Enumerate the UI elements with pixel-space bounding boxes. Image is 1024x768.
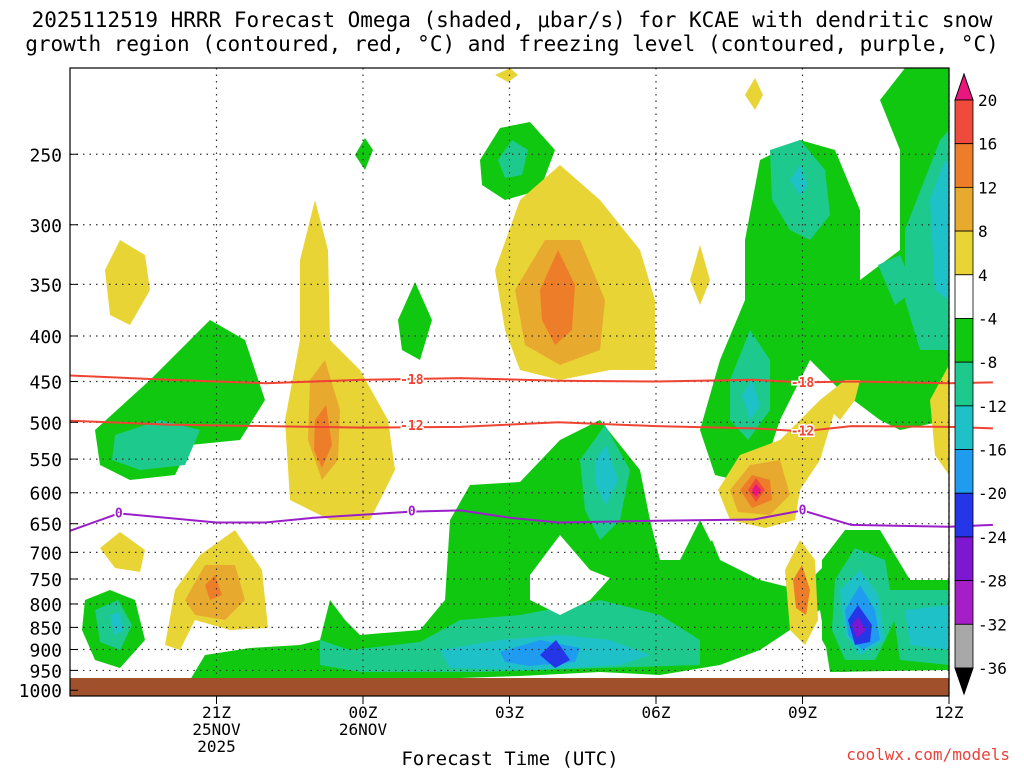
colorbar-label-7: -12: [978, 397, 1007, 416]
y-tick-label-450: 450: [29, 373, 62, 394]
colorbar-label-13: -36: [978, 659, 1007, 678]
colorbar-bin-9: [954, 449, 974, 494]
colorbar-bin-14: [954, 667, 974, 696]
colorbar-label-0: 20: [978, 91, 997, 110]
x-tick-label-1-2: 26NOV: [339, 720, 388, 739]
contour-label-4: 0: [115, 506, 123, 521]
colorbar-bin-6: [954, 318, 974, 363]
colorbar-label-11: -28: [978, 572, 1007, 591]
y-tick-label-900: 900: [29, 641, 62, 662]
y-tick-label-750: 750: [29, 570, 62, 591]
colorbar: 20 16 12 8 4 -4 -8 -12 -16 -20 -24 -28 -32 -36: [954, 72, 1007, 696]
y-tick-label-550: 550: [29, 450, 62, 471]
colorbar-label-1: 16: [978, 135, 997, 154]
contour-line-0: [69, 374, 993, 385]
x-tick-label-0-2: 25NOV: [192, 720, 241, 739]
ground: [70, 678, 949, 696]
colorbar-label-10: -24: [978, 528, 1007, 547]
x-tick-label-1-1: 00Z: [349, 703, 378, 722]
colorbar-label-2: 12: [978, 178, 997, 197]
contour-line-1: [69, 419, 993, 433]
contour-label-1: -18: [791, 376, 815, 391]
chart-title-line-2: growth region (contoured, red, °C) and f…: [25, 32, 999, 56]
y-tick-label-250: 250: [29, 145, 62, 166]
chart-title: 2025112519 HRRR Forecast Omega (shaded, …: [0, 8, 1024, 56]
y-tick-label-950: 950: [29, 661, 62, 682]
x-tick-label-5-1: 12Z: [935, 703, 964, 722]
y-tick-label-400: 400: [29, 327, 62, 348]
contour-label-6: 0: [799, 503, 807, 518]
colorbar-label-12: -32: [978, 615, 1007, 634]
y-tick-label-350: 350: [29, 275, 62, 296]
colorbar-bin-4: [954, 230, 974, 276]
colorbar-bin-2: [954, 143, 974, 188]
colorbar-label-3: 8: [978, 222, 988, 241]
credit-link[interactable]: coolwx.com/models: [846, 745, 1010, 764]
colorbar-bin-5: [954, 274, 974, 319]
y-tick-label-650: 650: [29, 515, 62, 536]
colorbar-label-9: -20: [978, 484, 1007, 503]
colorbar-label-8: -16: [978, 441, 1007, 460]
y-tick-label-850: 850: [29, 618, 62, 639]
contour-line-2: [69, 509, 993, 532]
y-axis: 2503003504004505005506006507007508008509…: [19, 145, 78, 702]
y-tick-label-800: 800: [29, 595, 62, 616]
y-tick-label-600: 600: [29, 484, 62, 505]
x-tick-label-2-1: 03Z: [495, 703, 524, 722]
omega-shading: [82, 68, 949, 680]
x-tick-label-4-1: 09Z: [788, 703, 817, 722]
colorbar-label-5: -4: [978, 309, 997, 328]
colorbar-bin-13: [954, 623, 974, 669]
x-tick-label-0-3: 2025: [197, 737, 236, 756]
colorbar-bin-10: [954, 492, 974, 538]
contour-label-0: -18: [400, 373, 424, 388]
y-tick-label-1000: 1000: [19, 681, 62, 702]
contour-label-2: -12: [400, 419, 423, 434]
colorbar-bin-3: [954, 186, 974, 232]
contour-label-5: 0: [408, 505, 416, 520]
colorbar-bin-11: [954, 536, 974, 582]
contour-label-3: -12: [791, 424, 814, 439]
colorbar-label-6: -8: [978, 353, 997, 372]
x-tick-label-0-1: 21Z: [202, 703, 231, 722]
colorbar-bin-8: [954, 405, 974, 450]
chart-title-line-1: 2025112519 HRRR Forecast Omega (shaded, …: [31, 8, 993, 32]
y-tick-label-700: 700: [29, 543, 62, 564]
colorbar-bin-1: [954, 99, 974, 145]
x-tick-label-3-1: 06Z: [642, 703, 671, 722]
colorbar-bin-12: [954, 580, 974, 625]
colorbar-bin-7: [954, 361, 974, 407]
y-tick-label-300: 300: [29, 216, 62, 237]
colorbar-bin-0: [954, 72, 974, 101]
colorbar-label-4: 4: [978, 266, 988, 285]
y-tick-label-500: 500: [29, 413, 62, 434]
x-axis-label: Forecast Time (UTC): [401, 748, 618, 768]
contour-lines: -18 -18 -12 -12 0 0 0: [69, 371, 993, 532]
